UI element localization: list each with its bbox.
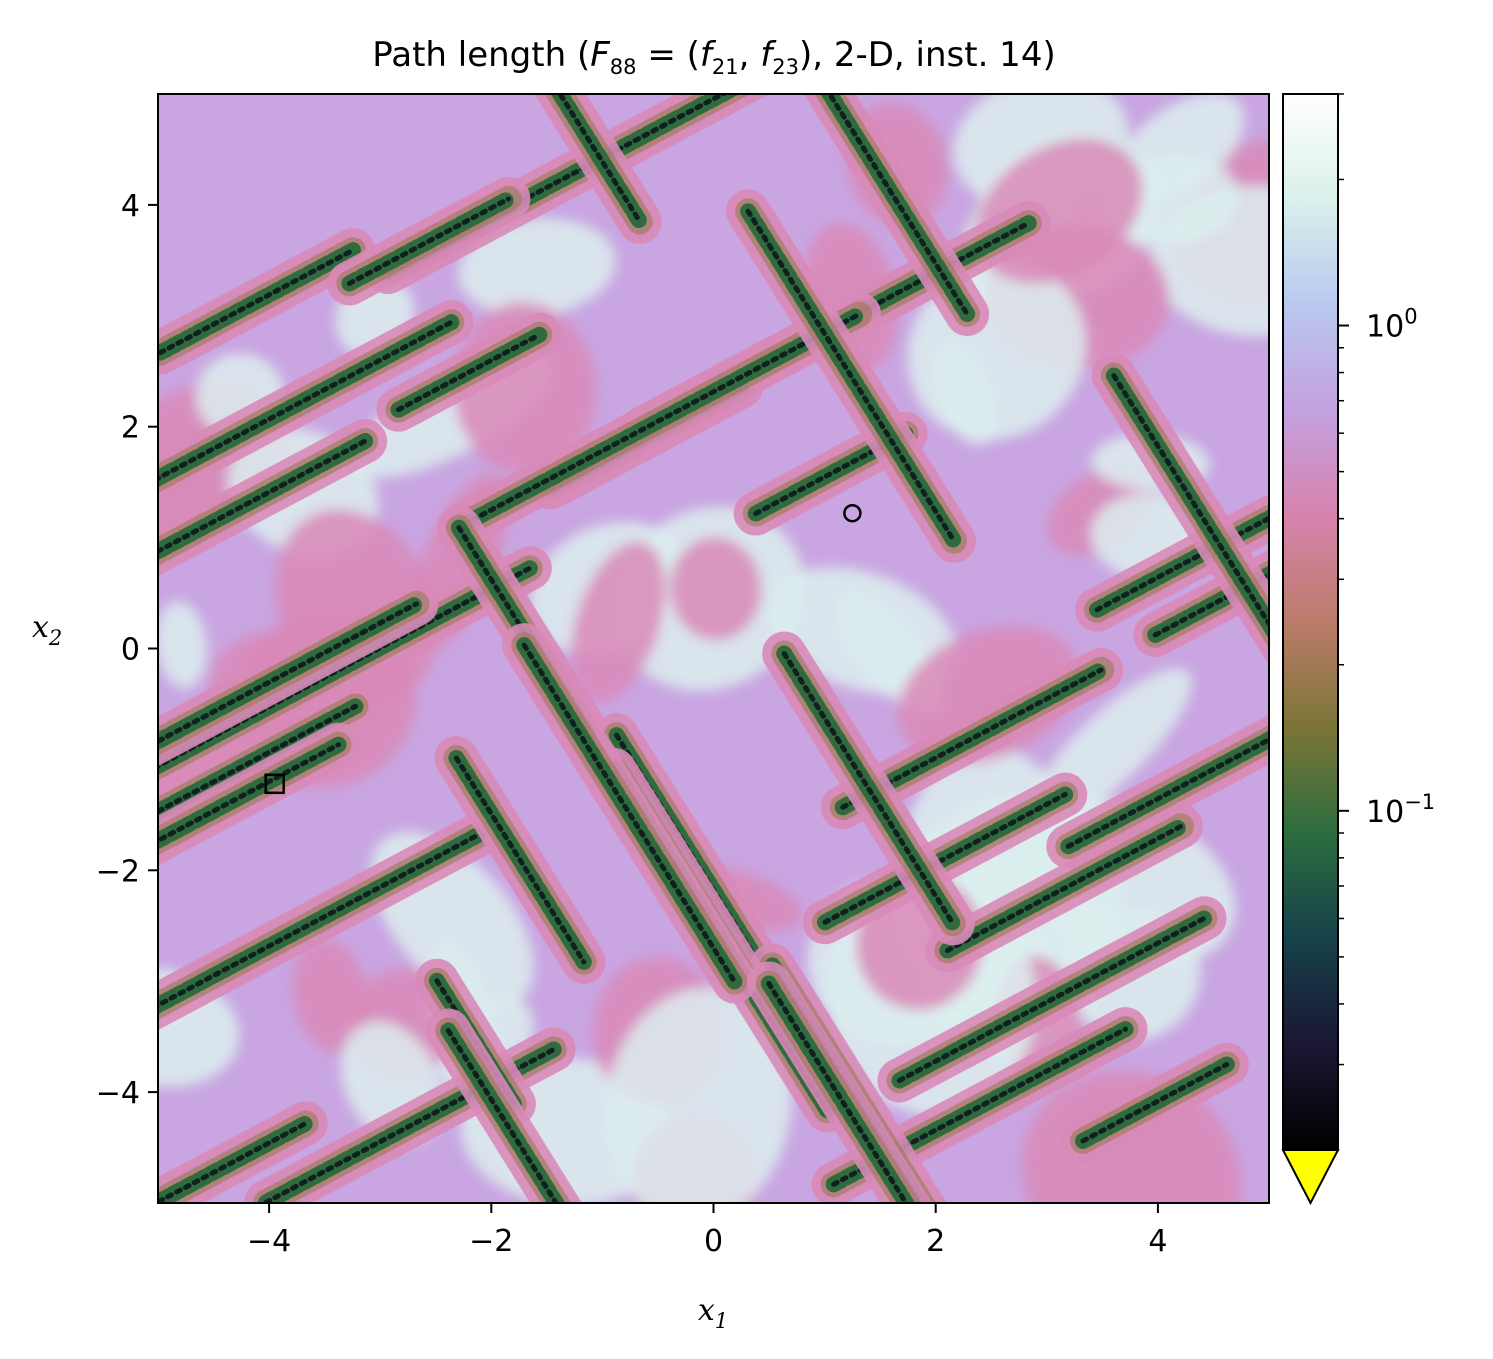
ridge (158, 300, 474, 504)
ridge (434, 735, 606, 984)
light-region (669, 537, 762, 641)
ridge-core (745, 208, 957, 544)
light-region (570, 541, 666, 703)
ridge (158, 419, 388, 577)
square-marker (264, 773, 285, 795)
ridge (426, 1008, 583, 1203)
ridge (158, 1101, 328, 1203)
colorbar-tick-label: 100 (1366, 305, 1418, 345)
ridge-core (521, 642, 737, 985)
ridge-core (461, 311, 862, 528)
ridge-core (158, 319, 454, 482)
colorbar-tick-label: 10−1 (1366, 790, 1435, 830)
x-tick-label: 0 (704, 1224, 723, 1259)
ridge-core (822, 792, 1068, 925)
ridge-core (158, 601, 419, 745)
ridge-core (445, 1028, 560, 1203)
x-tick-label: 4 (1148, 1224, 1167, 1259)
ridge-core (1080, 1061, 1230, 1144)
ridge (1046, 714, 1269, 869)
ridge (1074, 494, 1269, 632)
y-tick-label: 0 (121, 633, 140, 668)
ridge (746, 961, 932, 1203)
ridge (802, 772, 1088, 945)
ridge (762, 631, 975, 946)
ridge (327, 176, 531, 306)
ridge (158, 813, 499, 1031)
ridge-core (158, 247, 356, 356)
colorbar-extend-triangle (1281, 1149, 1340, 1206)
y-tick-label: 4 (121, 189, 140, 224)
ridge-core (781, 651, 956, 926)
markers (264, 503, 862, 795)
valley-ridges (158, 94, 1269, 1203)
ridge-core (1094, 515, 1269, 613)
colorbar-body (1282, 93, 1339, 1151)
x-tick-label: −2 (469, 1224, 513, 1259)
ridge-core (158, 703, 358, 815)
ridge-core (826, 94, 970, 317)
ridge (803, 94, 990, 336)
ridge-core (896, 915, 1208, 1083)
ridge-core (557, 94, 643, 225)
ridge (441, 292, 882, 547)
ridge (726, 189, 977, 563)
x-tick-label: 2 (926, 1224, 945, 1259)
ridge-core (158, 833, 479, 1009)
ridge-core (766, 980, 909, 1203)
ridge (158, 228, 376, 375)
ridge-core (395, 332, 542, 413)
y-tick-label: −2 (96, 854, 140, 889)
ridge (1060, 1042, 1249, 1163)
ridge (158, 581, 439, 767)
y-tick-label: 2 (121, 411, 140, 446)
x-axis: −4 −2 0 2 4 (247, 1203, 1167, 1259)
ridge-core (453, 755, 587, 965)
colorbar-ticks: 100 10−1 (1338, 93, 1435, 1066)
ridge (925, 804, 1204, 973)
ridge-core (158, 438, 368, 555)
colorbar: 100 10−1 (1281, 93, 1435, 1206)
y-axis-label: x2 (32, 610, 62, 650)
ridge (502, 623, 757, 1004)
ridge-core (944, 823, 1184, 954)
heatmap (158, 94, 1269, 1203)
ridge-core (158, 1120, 309, 1203)
light-region (158, 601, 207, 689)
circle-marker (843, 503, 862, 523)
ridge (1091, 353, 1269, 666)
ridge-core (1065, 736, 1269, 849)
y-tick-label: −4 (96, 1076, 140, 1111)
ridge-core (1111, 373, 1269, 629)
ridge (534, 94, 662, 244)
y-axis: 4 2 0 −2 −4 (96, 189, 158, 1111)
ridge-core (346, 196, 511, 286)
light-region (458, 218, 616, 317)
ridge (376, 312, 562, 432)
x-tick-label: −4 (247, 1224, 291, 1259)
ridge (877, 896, 1227, 1103)
chart-title: Path length (F88 = (f21, f23), 2-D, inst… (372, 35, 1055, 79)
light-region (605, 987, 792, 1203)
ridge (158, 684, 378, 837)
x-axis-label: x1 (698, 1293, 728, 1333)
